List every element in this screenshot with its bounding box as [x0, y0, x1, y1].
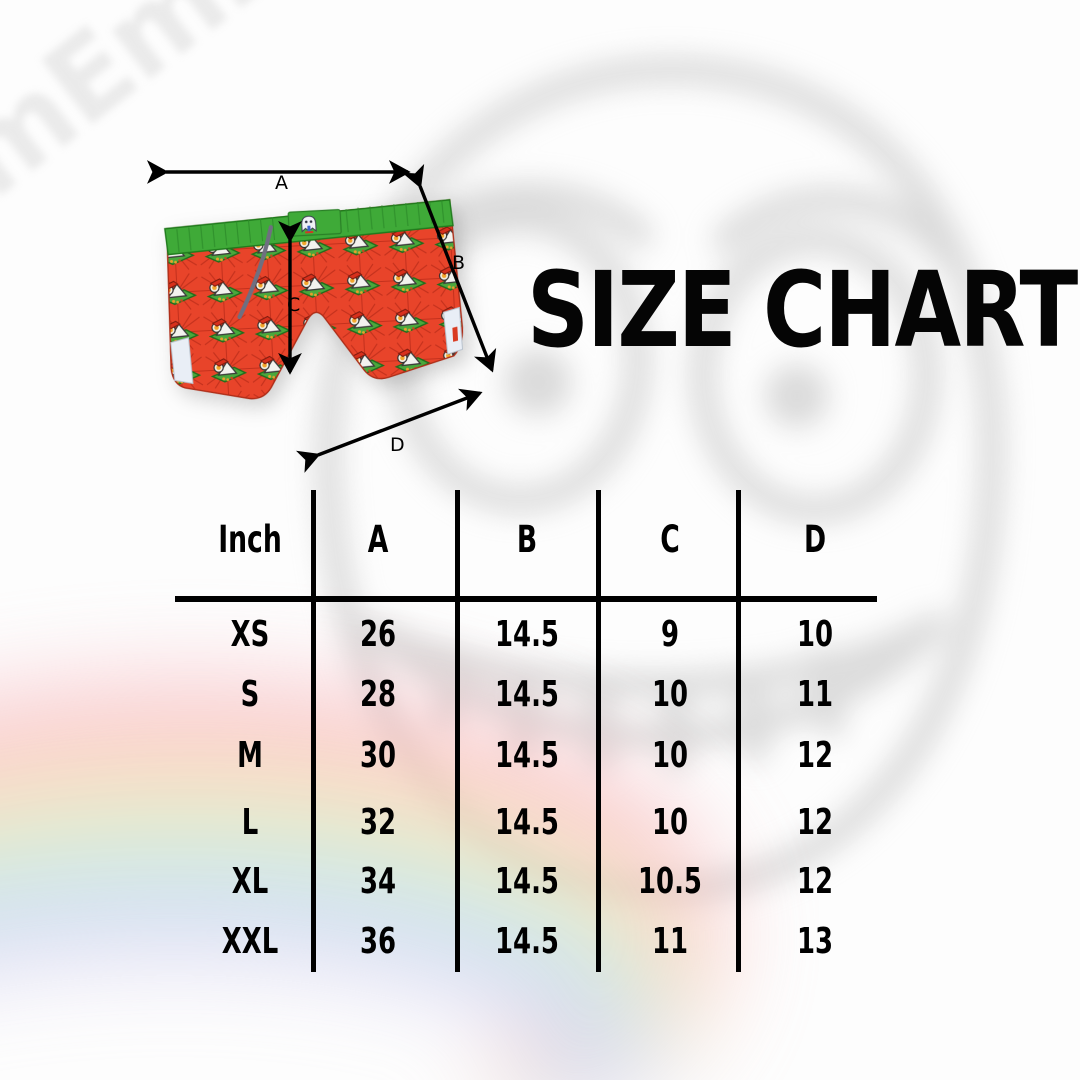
table-header-col-b: B	[516, 518, 538, 561]
table-row: 32	[359, 802, 397, 843]
arrow-d	[295, 388, 483, 473]
arrow-b	[401, 163, 497, 373]
measurement-arrows	[146, 160, 497, 473]
measurement-label-b: B	[452, 252, 466, 274]
table-row: 26	[359, 614, 397, 655]
table-row: 12	[796, 802, 834, 843]
table-row: 10	[651, 802, 689, 843]
table-row: 34	[359, 861, 397, 902]
table-row: 28	[359, 674, 397, 715]
measurement-label-a: A	[275, 172, 288, 194]
table-row: 14.5	[495, 614, 559, 655]
table-row: 10	[796, 614, 834, 655]
table-row: 12	[796, 861, 834, 902]
table-row: 11	[796, 674, 834, 715]
table-row: 9	[660, 614, 680, 655]
table-row: L	[241, 802, 259, 843]
table-header-col-c: C	[660, 518, 680, 561]
measurement-label-d: D	[390, 434, 405, 456]
table-row: 12	[796, 735, 834, 776]
table-row: 13	[796, 921, 834, 962]
table-row: 11	[651, 921, 689, 962]
table-row: 10	[651, 674, 689, 715]
table-header-col-d: D	[803, 518, 827, 561]
table-row: 14.5	[495, 921, 559, 962]
table-vline-4	[736, 490, 741, 972]
table-header-unit: Inch	[218, 518, 282, 561]
measurement-label-c: C	[287, 294, 301, 316]
table-header-col-a: A	[367, 518, 389, 561]
table-vline-1	[311, 490, 316, 972]
table-row: M	[237, 735, 263, 776]
table-row: XXL	[221, 921, 279, 962]
table-row: XL	[231, 861, 269, 902]
table-row: 14.5	[495, 861, 559, 902]
page-title: SIZE CHART	[527, 249, 1078, 371]
table-header-rule	[175, 596, 877, 602]
table-row: 14.5	[495, 802, 559, 843]
table-row: XS	[230, 614, 270, 655]
table-row: 10	[651, 735, 689, 776]
table-row: 14.5	[495, 735, 559, 776]
table-row: S	[240, 674, 260, 715]
table-vline-3	[596, 490, 601, 972]
table-row: 14.5	[495, 674, 559, 715]
product-photo-with-measurements: A B C D	[100, 150, 520, 480]
table-row: 10.5	[638, 861, 702, 902]
table-vline-2	[455, 490, 460, 972]
table-row: 36	[359, 921, 397, 962]
table-row: 30	[359, 735, 397, 776]
